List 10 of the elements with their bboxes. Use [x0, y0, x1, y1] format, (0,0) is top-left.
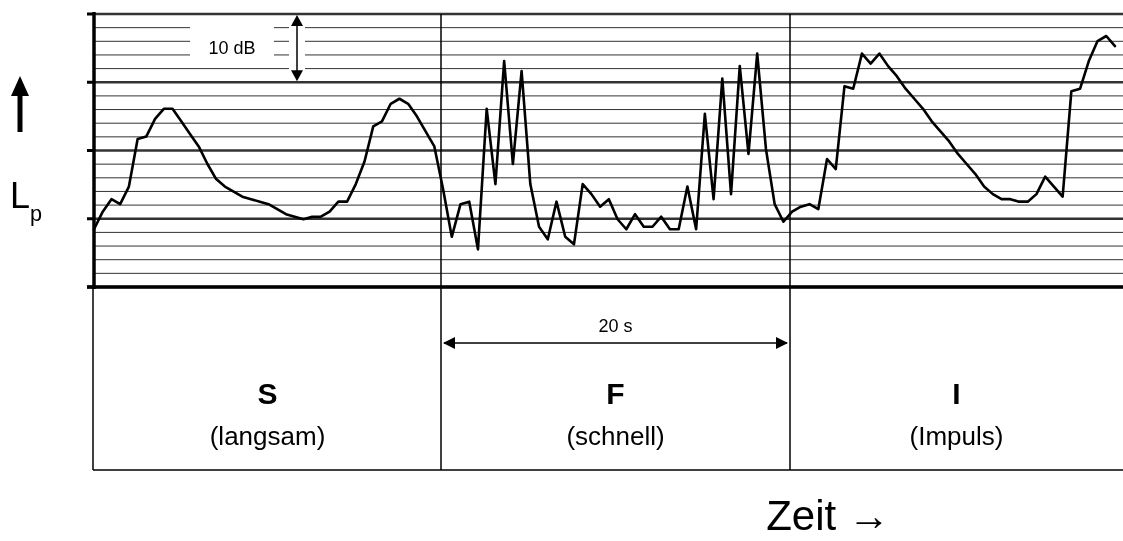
text: (langsam) [209, 421, 326, 451]
text: (schnell) [566, 421, 665, 451]
y-axis-title: L$_{p}$ [10, 175, 43, 226]
text: (Impuls) [909, 421, 1004, 451]
x-axis-title: Zeit → [766, 492, 890, 539]
text: S [257, 377, 278, 410]
text: I [952, 377, 961, 410]
text: 20 s [598, 316, 633, 336]
text: F [606, 377, 625, 410]
annotation: 10 dB [208, 38, 256, 59]
